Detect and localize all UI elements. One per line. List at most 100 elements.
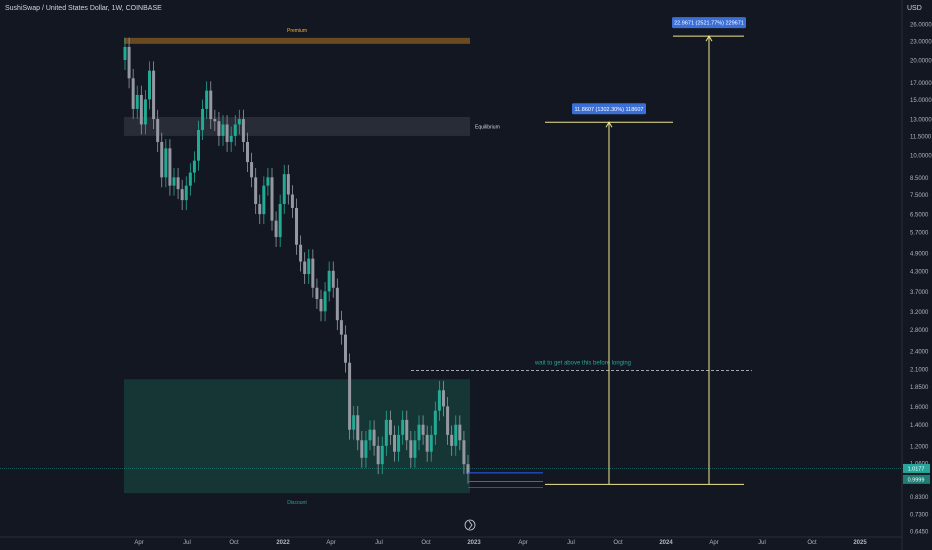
y-tick-label: 1.6000 [910,405,929,411]
x-tick-label: Apr [709,540,718,546]
y-tick-label: 13.0000 [910,118,932,124]
tv-logo-icon [464,519,476,531]
candle-body [437,390,441,411]
candle-body [429,434,433,452]
zone-premium [124,37,470,44]
x-tick-label: Jul [183,540,191,546]
currency-label: USD [907,5,922,12]
candle-body [143,99,147,125]
y-tick-label: 6.5000 [910,213,929,219]
candle-body [188,172,192,186]
candle-body [184,185,188,201]
y-tick-label: 26.0000 [910,23,932,29]
candle-body [303,261,307,275]
candle-body [266,177,270,186]
y-tick-label: 15.0000 [910,98,932,104]
y-tick-label: 7.5000 [910,193,929,199]
candle-body [307,258,311,275]
y-tick-label: 2.4000 [910,349,929,355]
candle-body [164,148,168,178]
candle-body [233,124,237,136]
candle-body [286,174,290,195]
target-label: 11.8607 (1302.30%) 118607 [575,107,644,113]
candle-body [237,119,241,125]
candle-body [139,94,143,125]
candle-body [311,258,315,288]
candle-body [290,194,294,208]
candle-body [156,119,160,142]
target-label-box [672,17,746,29]
candle-body [368,429,372,441]
candle-body [221,124,225,136]
candle-body [384,419,388,446]
candle-body [356,415,360,441]
candle-body [360,440,364,458]
x-tick-label: Jul [567,540,575,546]
candle-body [393,434,396,452]
x-tick-label: Apr [518,540,527,546]
x-tick-label: 2024 [659,540,673,546]
candle-body [241,119,245,142]
candle-body [323,291,327,312]
candle-body [274,220,278,238]
candle-body [250,162,254,178]
candle-body [176,177,180,190]
candle-body [254,177,258,204]
y-tick-label: 20.0000 [910,58,932,64]
candle-body [148,70,151,100]
candle-body [331,270,335,288]
y-tick-label: 3.2000 [910,310,929,316]
candle-body [123,46,127,60]
candle-body [205,90,209,109]
candle-body [131,78,135,109]
candle-body [327,270,331,292]
candle-body [197,130,200,161]
candle-body [421,424,425,435]
candle-body [450,434,454,446]
x-tick-label: Apr [326,540,335,546]
candle-body [246,141,249,163]
candle-body [417,424,421,441]
candle-body [433,410,437,435]
candle-body [401,419,405,435]
y-tick-label: 4.9000 [910,251,929,257]
x-tick-label: Apr [134,540,143,546]
candle-body [229,135,233,142]
candle-body [344,334,347,363]
x-tick-label: Jul [758,540,766,546]
candle-body [425,434,429,452]
x-tick-label: Jul [375,540,383,546]
candle-body [225,124,229,142]
x-tick-label: Oct [229,540,239,546]
y-tick-label: 4.3000 [910,269,929,275]
candle-body [335,287,339,321]
y-tick-label: 1.8500 [910,385,929,391]
price-label-box [903,463,930,473]
discount-label: Discount [287,500,307,506]
zone-discount [124,379,470,494]
candle-body [388,419,392,435]
candle-body [217,121,221,136]
equilibrium-label: Equilibrium [475,125,500,131]
target-arrow-head [605,121,613,128]
x-tick-label: 2025 [853,540,867,546]
candle-body [209,90,213,120]
x-tick-label: 2022 [276,540,290,546]
price-label: 0.9999 [908,477,925,483]
candle-body [282,174,286,204]
candle-body [413,440,417,458]
candle-body [397,434,401,452]
y-tick-label: 23.0000 [910,39,932,45]
y-tick-label: 0.8300 [910,495,929,501]
candle-body [160,141,164,178]
zone-equilibrium [124,116,470,136]
candle-body [168,148,172,186]
price-label: 1.0177 [908,466,925,472]
candle-body [172,177,176,186]
candle-body [180,189,184,201]
candle-body [127,46,131,79]
candle-body [319,299,323,312]
y-tick-label: 1.2000 [910,444,929,450]
